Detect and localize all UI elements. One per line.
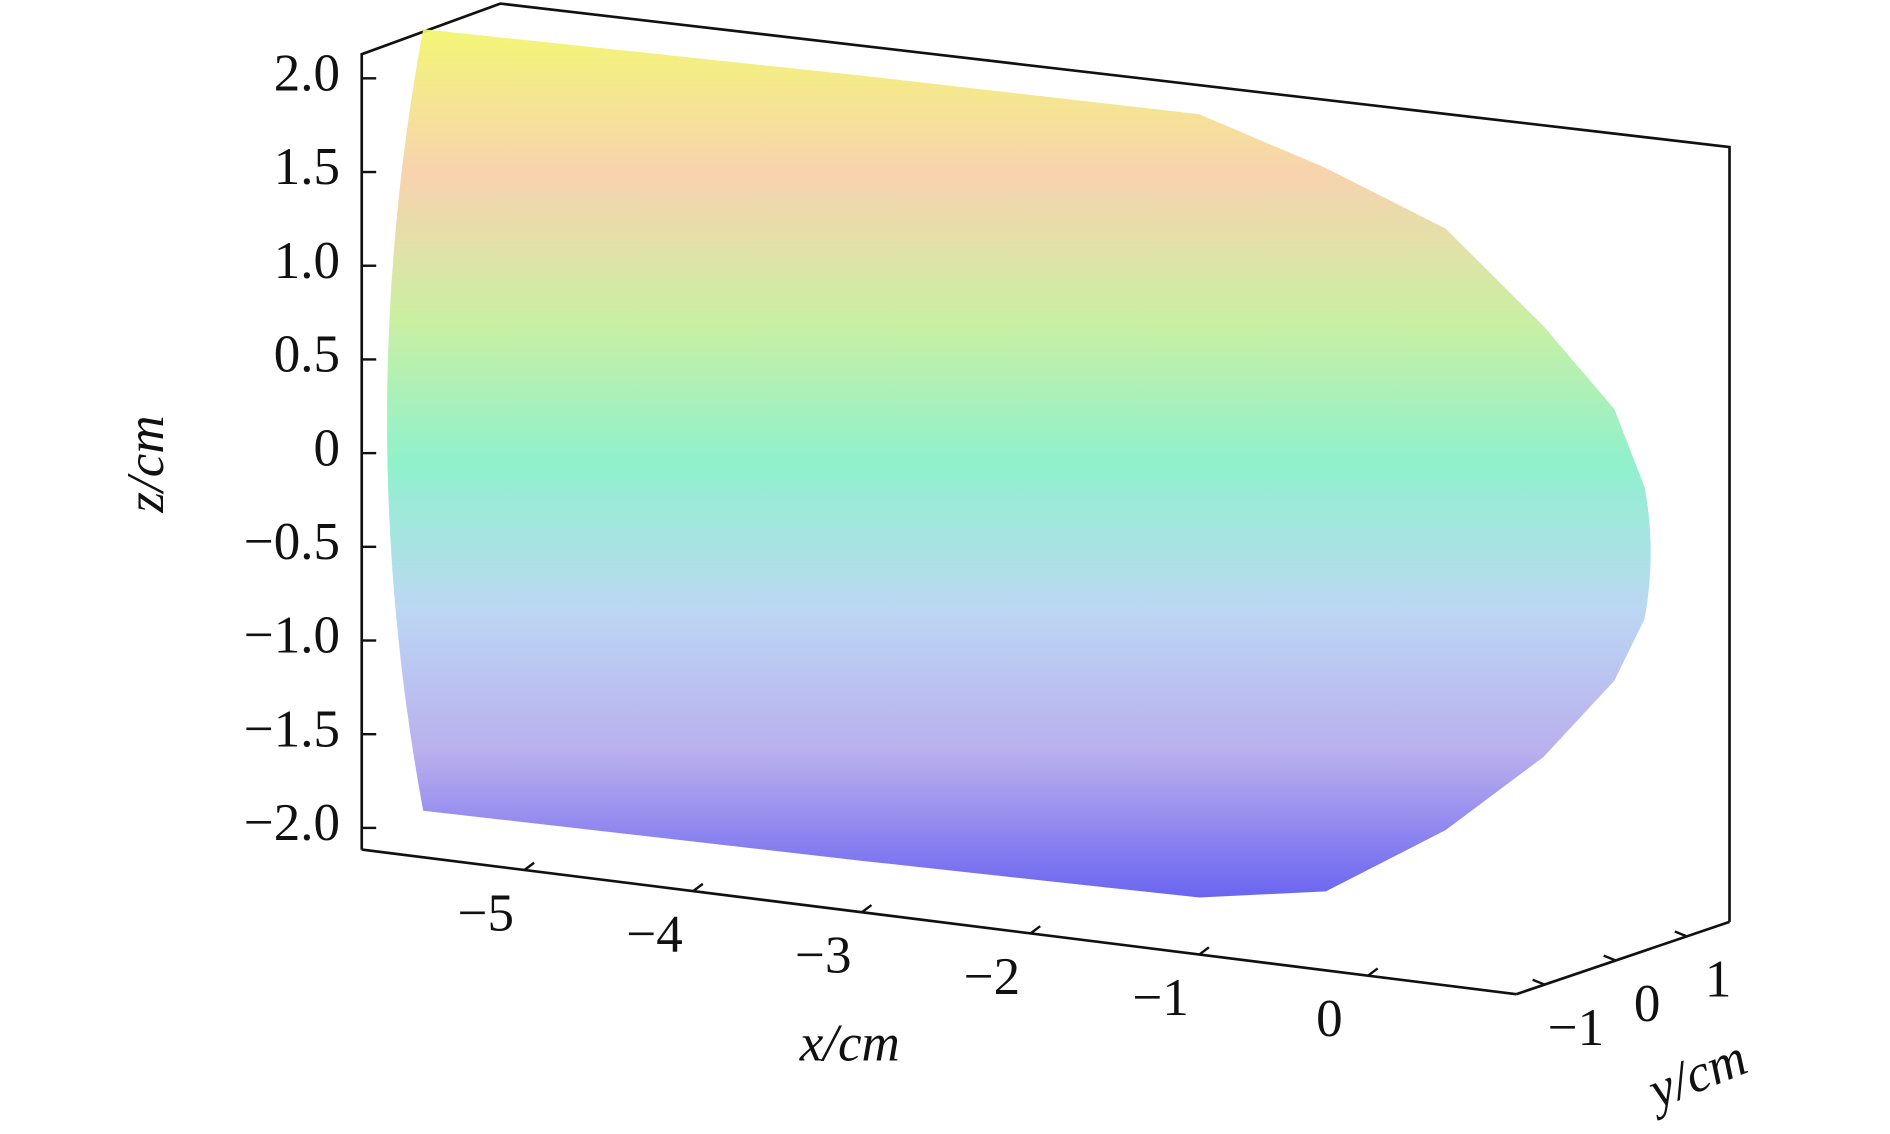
z-tick-label: 0 (314, 419, 341, 477)
axes-box (360, 2, 1731, 996)
y-tick (1674, 930, 1688, 938)
y-tick-label: 1 (1705, 951, 1732, 1009)
z-tick-label: −2.0 (244, 794, 340, 852)
z-tick-label: 1.5 (274, 138, 340, 196)
z-tick-label: −1.5 (244, 700, 340, 758)
x-tick (861, 904, 873, 914)
z-tick-label: 0.5 (274, 326, 340, 384)
y-tick-label: −1 (1548, 999, 1604, 1057)
x-tick-label: −2 (964, 948, 1020, 1006)
x-tick (1198, 946, 1210, 956)
x-tick (523, 861, 535, 871)
y-tick (1532, 978, 1546, 986)
x-tick-label: −3 (795, 927, 851, 985)
z-axis-label: z/cm (117, 415, 175, 513)
x-tick (1367, 967, 1379, 977)
y-tick-label: 0 (1634, 975, 1661, 1033)
y-axis-line (1515, 920, 1730, 996)
z-tick-label: 2.0 (274, 45, 340, 103)
axis-pane-edge (360, 2, 1731, 922)
x-axis-label: x/cm (799, 1015, 900, 1073)
y-tick (1603, 954, 1617, 962)
x-tick-label: −5 (458, 884, 514, 942)
z-tick-label: −1.0 (244, 607, 340, 665)
x-tick-label: −4 (626, 905, 682, 963)
x-tick-label: −1 (1133, 969, 1189, 1027)
x-tick (692, 882, 704, 893)
y-axis-label: y/cm (1636, 1028, 1755, 1121)
x-tick (1029, 925, 1041, 935)
x-axis-line (361, 848, 1517, 996)
z-tick-label: −0.5 (244, 513, 340, 571)
surface (387, 29, 1651, 898)
z-tick-label: 1.0 (274, 232, 340, 290)
x-tick-label: 0 (1316, 990, 1343, 1048)
